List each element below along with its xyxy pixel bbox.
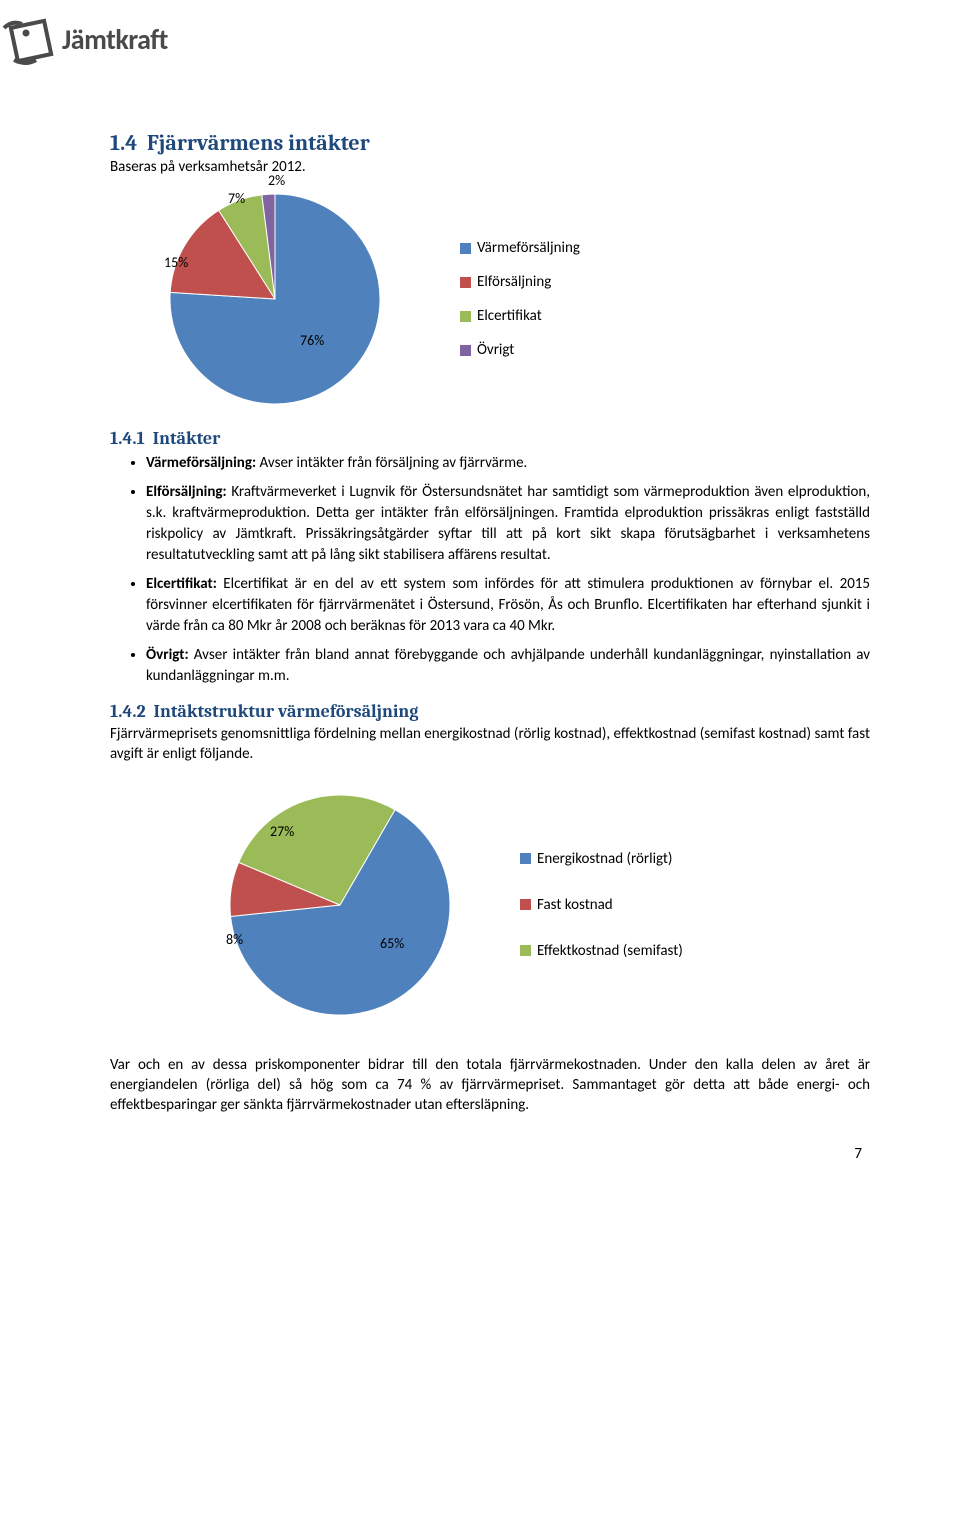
pie-slice-label: 76% (300, 332, 324, 349)
bullet-text: Avser intäkter från bland annat förebygg… (146, 646, 870, 685)
bullet-item: Elförsäljning: Kraftvärmeverket i Lugnvi… (146, 482, 870, 566)
pie-slice-label: 2% (268, 172, 285, 189)
bullet-item: Övrigt: Avser intäkter från bland annat … (146, 645, 870, 687)
legend-label: Värmeförsäljning (477, 239, 580, 257)
legend-item: Effektkostnad (semifast) (520, 942, 683, 960)
subsection2-number: 1.4.2 (110, 701, 146, 722)
bullet-text: Elcertifikat är en del av ett system som… (146, 575, 870, 635)
section-heading: 1.4 Fjärrvärmens intäkter (110, 130, 870, 156)
chart2-pie: 65%8%27% (230, 795, 450, 1015)
legend-item: Elcertifikat (460, 307, 580, 325)
chart1-pie: 76%15%7%2% (170, 194, 380, 404)
logo-text: Jämtkraft (62, 22, 168, 57)
pie-slice-label: 8% (226, 931, 243, 948)
bullet-bold: Elförsäljning: (146, 483, 227, 501)
subsection2-intro: Fjärrvärmeprisets genomsnittliga fördeln… (110, 724, 870, 765)
bullet-text: Avser intäkter från försäljning av fjärr… (256, 454, 527, 472)
legend-item: Energikostnad (rörligt) (520, 850, 683, 868)
logo: Jämtkraft (0, 10, 168, 68)
pie-slice-label: 65% (380, 935, 404, 952)
legend-label: Övrigt (477, 341, 514, 359)
chart1-legend: Värmeförsäljning Elförsäljning Elcertifika… (460, 239, 580, 359)
bullet-item: Värmeförsäljning: Avser intäkter från fö… (146, 453, 870, 474)
subsection2-heading: 1.4.2 Intäktstruktur värmeförsäljning (110, 701, 870, 722)
legend-label: Elförsäljning (477, 273, 551, 291)
legend-swatch-icon (520, 945, 531, 956)
chart2-container: 65%8%27% Energikostnad (rörligt)Fast kos… (110, 795, 870, 1015)
chart1-container: 76%15%7%2% Värmeförsäljning Elförsäljning… (110, 194, 870, 404)
legend-swatch-icon (460, 345, 471, 356)
bullet-bold: Värmeförsäljning: (146, 454, 256, 472)
legend-item: Elförsäljning (460, 273, 580, 291)
pie-slice-label: 7% (228, 190, 245, 207)
legend-label: Effektkostnad (semifast) (537, 942, 683, 960)
legend-item: Värmeförsäljning (460, 239, 580, 257)
legend-label: Fast kostnad (537, 896, 613, 914)
pie-slice-label: 27% (270, 823, 294, 840)
legend-swatch-icon (520, 899, 531, 910)
chart2-legend: Energikostnad (rörligt) Fast kostnad Effek… (520, 850, 683, 960)
logo-mark-icon (0, 10, 58, 68)
bullet-bold: Övrigt: (146, 646, 189, 664)
bullet-list: Värmeförsäljning: Avser intäkter från fö… (110, 453, 870, 687)
bullet-text: Kraftvärmeverket i Lugnvik för Östersund… (146, 483, 870, 564)
subsection1-heading: 1.4.1 Intäkter (110, 428, 870, 449)
subsection1-title: Intäkter (153, 428, 221, 449)
subsection2-title: Intäktstruktur värmeförsäljning (154, 701, 419, 722)
legend-item: Fast kostnad (520, 896, 683, 914)
page-number: 7 (110, 1145, 870, 1163)
pie-slice-label: 15% (164, 254, 188, 271)
legend-item: Övrigt (460, 341, 580, 359)
section-title: Fjärrvärmens intäkter (147, 130, 370, 156)
bullet-item: Elcertifikat: Elcertifikat är en del av … (146, 574, 870, 637)
legend-swatch-icon (460, 277, 471, 288)
section-number: 1.4 (110, 130, 137, 156)
document-page: Jämtkraft 1.4 Fjärrvärmens intäkter Base… (0, 0, 960, 1203)
closing-paragraph: Var och en av dessa priskomponenter bidr… (110, 1055, 870, 1116)
legend-label: Energikostnad (rörligt) (537, 850, 672, 868)
section-subtitle: Baseras på verksamhetsår 2012. (110, 158, 870, 176)
legend-swatch-icon (520, 853, 531, 864)
legend-label: Elcertifikat (477, 307, 542, 325)
legend-swatch-icon (460, 311, 471, 322)
subsection1-number: 1.4.1 (110, 428, 145, 449)
bullet-bold: Elcertifikat: (146, 575, 217, 593)
legend-swatch-icon (460, 243, 471, 254)
